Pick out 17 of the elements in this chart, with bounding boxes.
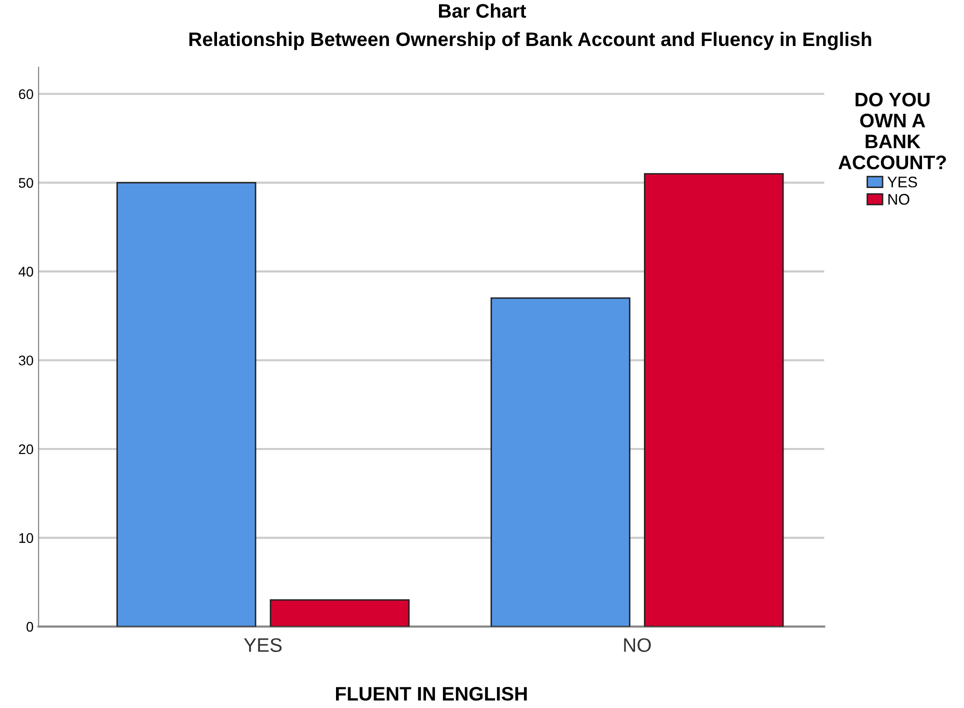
bar	[270, 599, 410, 627]
y-tick-label: 0	[26, 622, 34, 632]
y-tick-label: 60	[18, 89, 34, 100]
y-tick-label: 30	[18, 356, 34, 366]
y-tick-label: 40	[18, 266, 34, 277]
bar	[116, 182, 256, 627]
y-tick-label: 20	[18, 444, 34, 454]
legend-label: YES	[887, 176, 918, 188]
chart-subtitle: Bar Chart	[439, 4, 526, 18]
chart-title: Relationship Between Ownership of Bank Account and Fluency in English	[189, 32, 872, 50]
legend-title: DO YOU OWN A BANK ACCOUNT?	[838, 92, 946, 170]
bar	[490, 297, 630, 627]
y-tick-label: 50	[18, 178, 34, 188]
y-tick-label: 10	[19, 533, 34, 543]
bar	[644, 173, 784, 627]
x-axis-title: FLUENT IN ENGLISH	[336, 686, 527, 701]
legend-label: NO	[888, 194, 910, 205]
